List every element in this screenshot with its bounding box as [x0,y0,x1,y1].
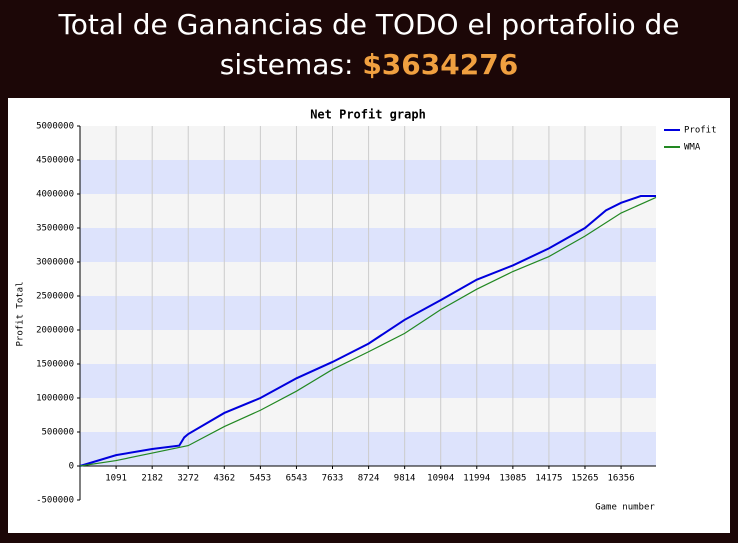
x-tick-label: 14175 [535,474,562,484]
x-tick-label: 6543 [286,474,308,484]
y-tick-label: 3500000 [36,224,74,234]
y-tick-label: 1000000 [36,394,74,404]
x-tick-label: 10904 [427,474,454,484]
y-tick-label: 2000000 [36,326,74,336]
line-series [79,195,656,467]
grid-band [80,364,656,398]
line-series [79,196,657,467]
y-axis-label: Profit Total [16,281,26,346]
x-tick-label: 7633 [322,474,344,484]
x-axis-label: Game number [595,503,655,513]
y-tick-label: 5000000 [36,122,74,132]
x-tick-label: 3272 [177,474,199,484]
x-tick-label: 13085 [499,474,526,484]
x-tick-label: 15265 [571,474,598,484]
grid-band [80,432,656,466]
header-title: Total de Ganancias de TODO el portafolio… [58,8,680,81]
y-tick-label: 2500000 [36,292,74,302]
header-amount: $3634276 [362,48,519,81]
grid-band [80,228,656,262]
chart-title: Net Profit graph [310,108,426,122]
x-tick-label: 1091 [105,474,127,484]
y-tick-label: 0 [69,462,74,472]
x-tick-label: 4362 [213,474,235,484]
y-tick-label: 500000 [41,428,74,438]
y-tick-label: -500000 [36,496,74,506]
grid-band [80,160,656,194]
x-tick-label: 11994 [463,474,490,484]
y-tick-label: 1500000 [36,360,74,370]
x-tick-label: 2182 [141,474,163,484]
grid-band [80,296,656,330]
x-tick-label: 16356 [608,474,635,484]
legend-label: WMA [684,143,701,153]
x-tick-label: 9814 [394,474,416,484]
header: Total de Ganancias de TODO el portafolio… [0,0,738,96]
x-tick-label: 8724 [358,474,380,484]
legend-label: Profit [684,126,717,136]
y-tick-label: 3000000 [36,258,74,268]
y-tick-label: 4000000 [36,190,74,200]
x-tick-label: 5453 [250,474,272,484]
y-tick-label: 4500000 [36,156,74,166]
